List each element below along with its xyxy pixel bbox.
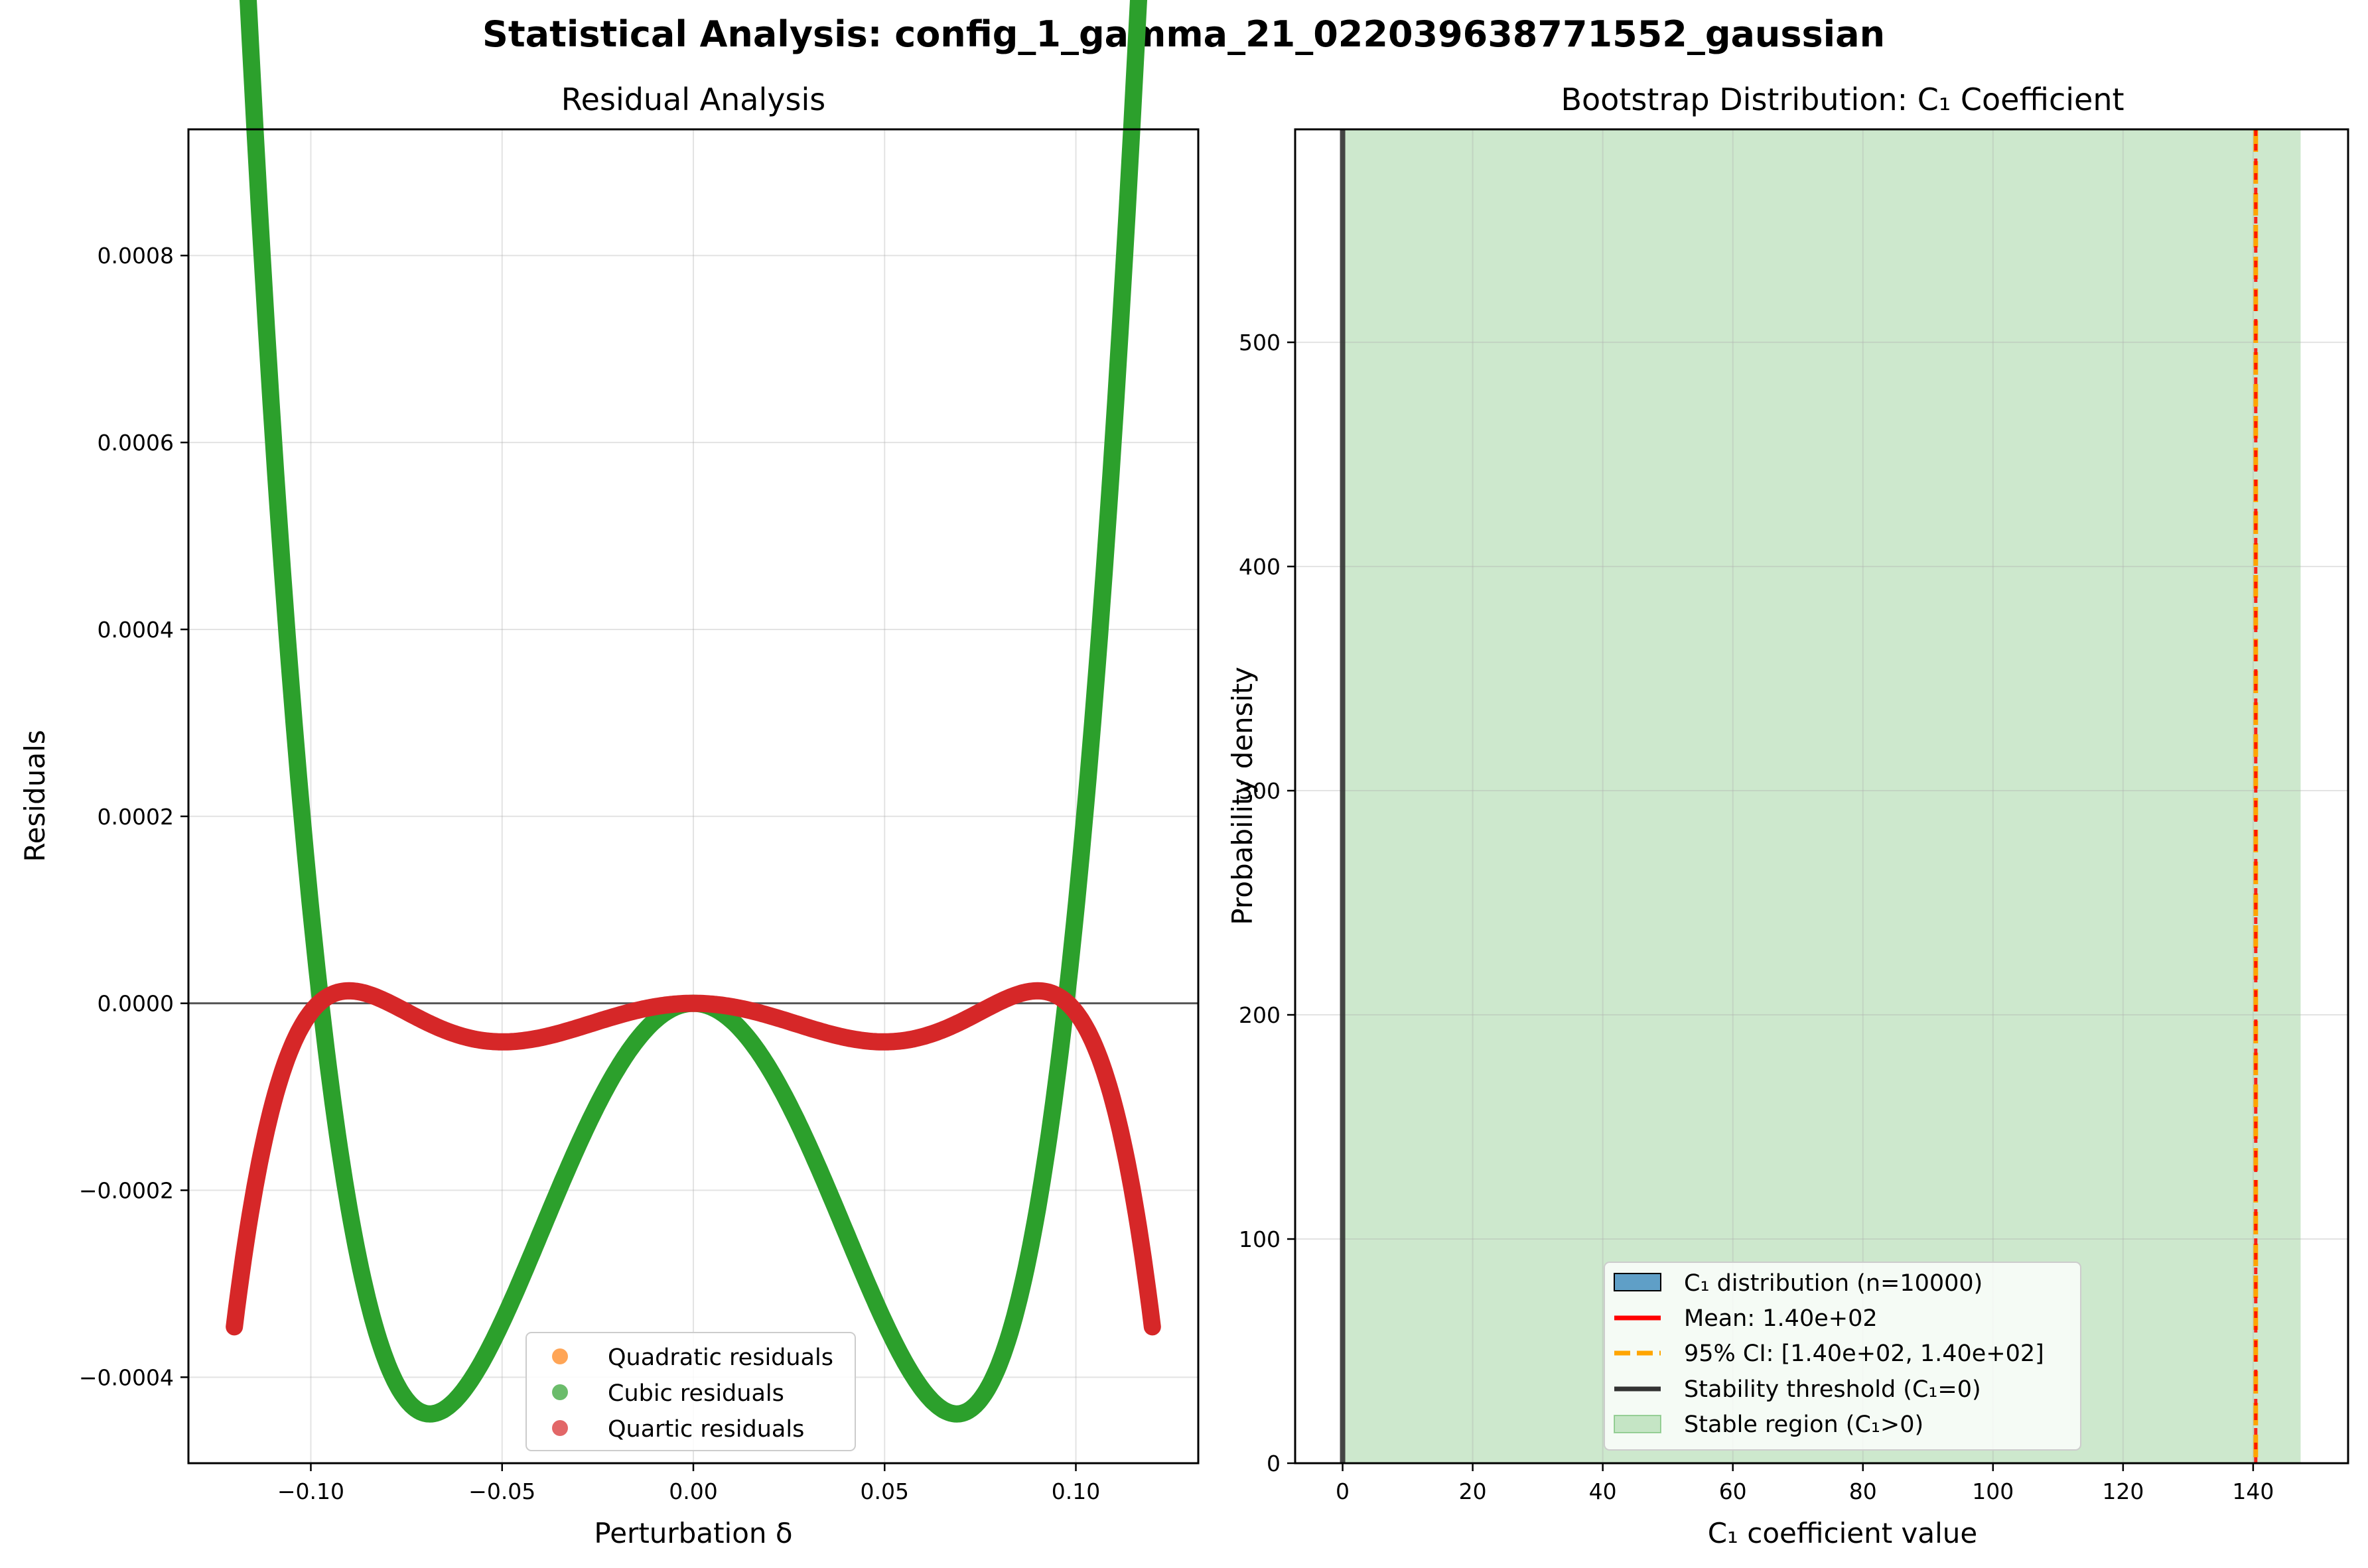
figure-suptitle: Statistical Analysis: config_1_gamma_21_… — [482, 13, 1885, 55]
legend-swatch-distribution — [1614, 1273, 1661, 1291]
series-quartic-residuals — [226, 982, 1161, 1336]
bootstrap-x-tick-label: 40 — [1589, 1478, 1617, 1504]
residual-y-tick-label: −0.0004 — [79, 1364, 174, 1390]
legend-label-threshold: Stability threshold (C₁=0) — [1684, 1376, 1981, 1403]
legend-label-distribution: C₁ distribution (n=10000) — [1684, 1270, 1983, 1297]
residual-y-tick-label: 0.0004 — [98, 617, 174, 643]
bootstrap-y-tick-label: 400 — [1239, 554, 1281, 580]
legend-label-stable: Stable region (C₁>0) — [1684, 1411, 1923, 1438]
residual-x-tick-label: −0.05 — [468, 1478, 535, 1504]
residual-ylabel: Residuals — [19, 730, 51, 862]
stable-region — [1342, 129, 2301, 1463]
residual-x-tick-label: 0.05 — [861, 1478, 909, 1504]
residual-panel: Residual Analysis −0.10 −0.05 0.00 0.05 0.10… — [19, 0, 1200, 1549]
residual-y-tick-label: 0.0000 — [98, 991, 174, 1017]
residual-y-tick-label: 0.0002 — [98, 804, 174, 830]
bootstrap-x-tick-label: 120 — [2102, 1478, 2144, 1504]
legend-label-cubic: Cubic residuals — [608, 1380, 784, 1407]
bootstrap-title: Bootstrap Distribution: C₁ Coefficient — [1561, 82, 2124, 117]
bootstrap-ylabel: Probability density — [1226, 667, 1259, 925]
legend-label-quadratic: Quadratic residuals — [608, 1344, 833, 1371]
residual-title: Residual Analysis — [561, 82, 825, 117]
bootstrap-y-tick-label: 100 — [1239, 1226, 1281, 1252]
residual-x-tick-label: −0.10 — [277, 1478, 344, 1504]
bootstrap-xlabel: C₁ coefficient value — [1708, 1517, 1978, 1549]
bootstrap-plot-frame — [1294, 128, 2349, 1465]
residual-legend: Quadratic residuals Cubic residuals Quar… — [525, 1332, 856, 1451]
bootstrap-legend: C₁ distribution (n=10000) Mean: 1.40e+02… — [1604, 1262, 2081, 1451]
legend-marker-quartic — [552, 1420, 568, 1436]
legend-label-quartic: Quartic residuals — [608, 1416, 804, 1443]
bootstrap-x-tick-label: 140 — [2232, 1478, 2274, 1504]
bootstrap-y-tick-label: 500 — [1239, 330, 1281, 356]
bootstrap-y-tick-label: 300 — [1239, 778, 1281, 804]
bootstrap-x-tick-label: 0 — [1336, 1478, 1350, 1504]
residual-x-tick-label: 0.00 — [669, 1478, 717, 1504]
bootstrap-x-tick-label: 60 — [1719, 1478, 1747, 1504]
legend-label-mean: Mean: 1.40e+02 — [1684, 1305, 1878, 1332]
bootstrap-y-tick-label: 0 — [1267, 1451, 1281, 1476]
residual-y-tick-label: −0.0002 — [79, 1177, 174, 1203]
bootstrap-x-tick-label: 100 — [1972, 1478, 2014, 1504]
bootstrap-x-tick-label: 20 — [1459, 1478, 1487, 1504]
legend-label-ci: 95% CI: [1.40e+02, 1.40e+02] — [1684, 1340, 2044, 1367]
legend-marker-cubic — [552, 1384, 568, 1400]
bootstrap-x-tick-label: 80 — [1849, 1478, 1877, 1504]
residual-y-tick-label: 0.0008 — [98, 243, 174, 269]
residual-xlabel: Perturbation δ — [594, 1517, 792, 1549]
residual-y-tick-label: 0.0006 — [98, 430, 174, 456]
bootstrap-panel: Bootstrap Distribution: C₁ Coefficient 0… — [1226, 82, 2349, 1549]
legend-swatch-stable — [1614, 1415, 1661, 1433]
bootstrap-y-tick-label: 200 — [1239, 1002, 1281, 1028]
legend-marker-quadratic — [552, 1348, 568, 1364]
residual-x-tick-label: 0.10 — [1052, 1478, 1100, 1504]
